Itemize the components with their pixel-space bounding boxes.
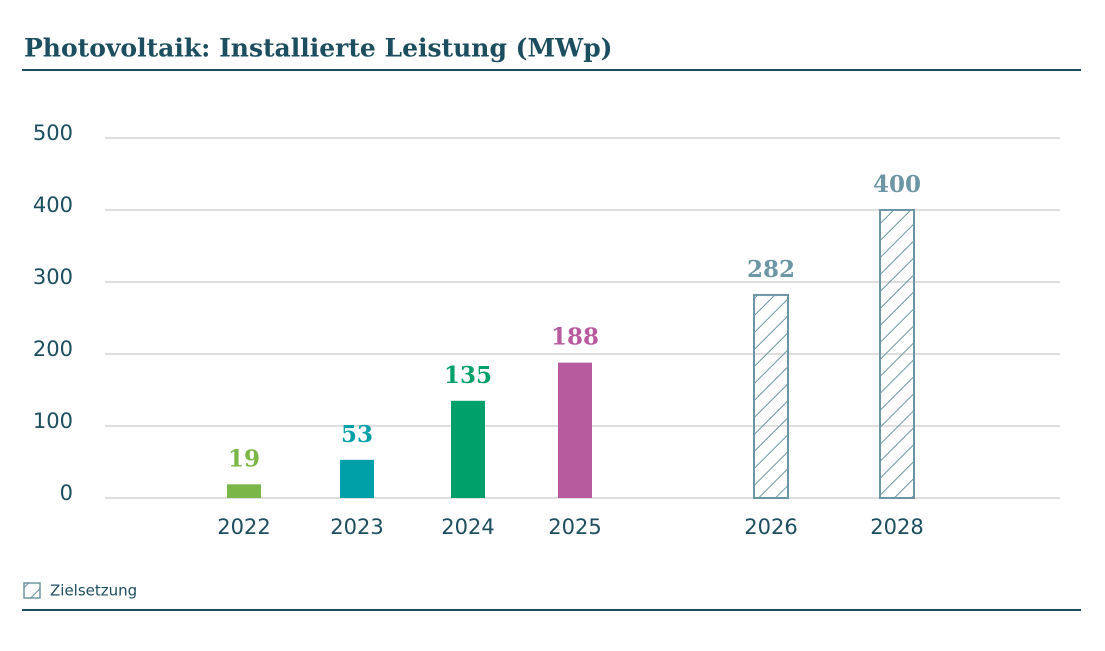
value-label: 400 [873, 171, 921, 198]
bar [451, 400, 485, 498]
y-tick-label: 100 [33, 409, 73, 433]
x-tick-label: 2025 [548, 515, 601, 539]
value-label: 19 [228, 445, 260, 472]
x-tick-label: 2026 [744, 515, 797, 539]
chart-title: Photovoltaik: Installierte Leistung (MWp… [24, 34, 613, 63]
bar [558, 362, 592, 498]
y-tick-label: 0 [60, 481, 73, 505]
value-label: 53 [341, 421, 373, 448]
bar [753, 293, 789, 499]
x-tick-label: 2028 [870, 515, 923, 539]
legend-label: Zielsetzung [50, 582, 137, 600]
bar [879, 209, 915, 499]
x-tick-label: 2024 [441, 515, 494, 539]
value-label: 282 [747, 256, 795, 283]
x-tick-label: 2022 [217, 515, 270, 539]
x-tick-label: 2023 [330, 515, 383, 539]
y-tick-label: 400 [33, 193, 73, 217]
bar [227, 484, 261, 498]
value-label: 135 [444, 362, 492, 389]
value-label: 188 [551, 324, 599, 351]
bar [340, 459, 374, 498]
legend-swatch [23, 582, 41, 599]
y-tick-label: 500 [33, 121, 73, 145]
y-tick-label: 200 [33, 337, 73, 361]
y-tick-label: 300 [33, 265, 73, 289]
